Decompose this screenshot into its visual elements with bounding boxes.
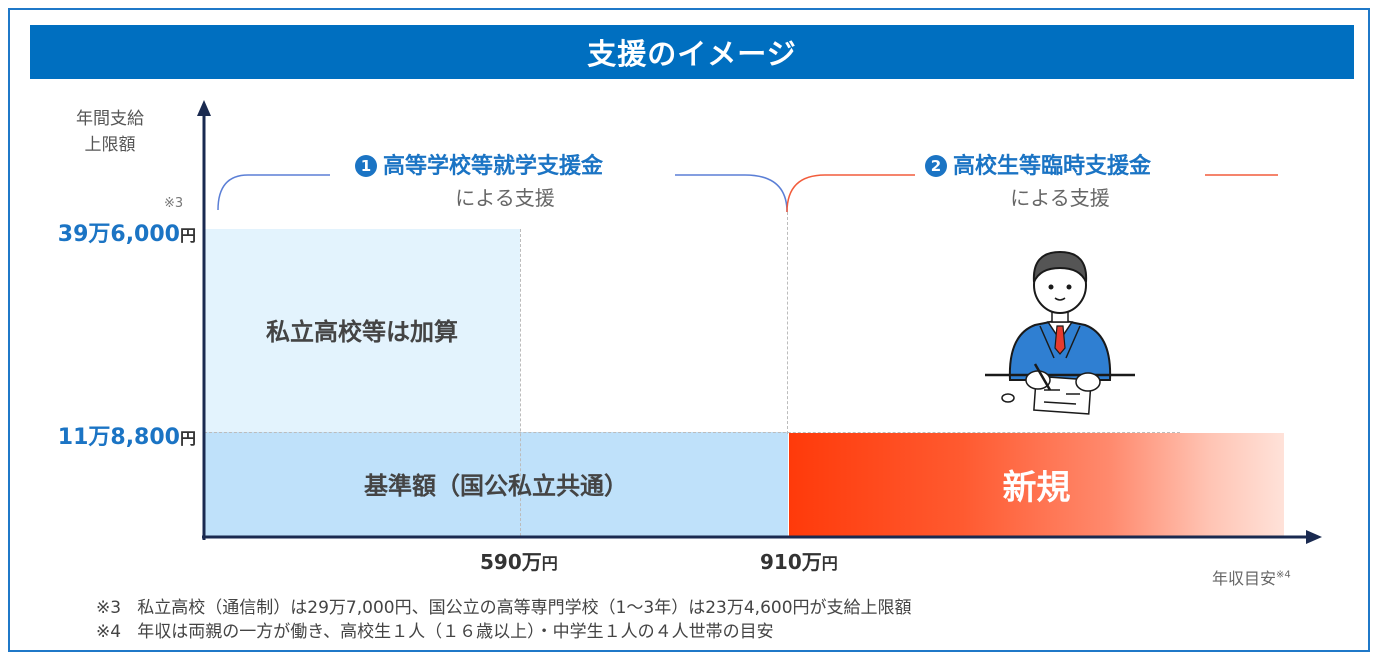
guide-590 <box>520 229 521 536</box>
private-addition-label: 私立高校等は加算 <box>266 318 458 346</box>
new-label: 新規 <box>1002 468 1071 508</box>
x-tick-unit: 円 <box>541 554 558 573</box>
y-tick-note: ※3 <box>164 196 184 211</box>
y-tick-value: 39万6,000 <box>57 222 180 247</box>
new-support-region <box>789 433 1284 536</box>
x-axis-label-note: ※4 <box>1276 569 1291 581</box>
y-axis-label-line1: 年間支給 <box>76 109 144 129</box>
footnote-mark: ※3 <box>96 598 122 618</box>
x-tick-590: 590万円 <box>480 546 558 575</box>
number-2-icon: 2 <box>925 155 947 177</box>
program-1-subtitle: による支援 <box>455 186 555 210</box>
footnote-mark: ※4 <box>96 622 122 642</box>
program-2-title-text: 高校生等臨時支援金 <box>953 154 1152 179</box>
y-axis-arrow-icon <box>197 100 211 116</box>
program-1-title: 1 高等学校等就学支援金 <box>355 148 603 180</box>
base-amount-region <box>204 432 788 536</box>
y-tick-unit: 円 <box>179 429 196 448</box>
private-addition-region <box>204 229 520 432</box>
footnote-3: ※3 私立高校（通信制）は29万7,000円、国公立の高等専門学校（1〜3年）は… <box>96 593 912 618</box>
x-tick-910: 910万円 <box>760 546 838 575</box>
x-axis-label-text: 年収目安 <box>1212 569 1277 588</box>
footnote-4: ※4 年収は両親の一方が働き、高校生１人（１６歳以上）・中学生１人の４人世帯の目… <box>96 617 774 642</box>
guide-910 <box>787 212 788 434</box>
y-axis-label: 年間支給 上限額 <box>70 106 150 158</box>
y-tick-value: 11万8,800 <box>57 425 180 450</box>
y-tick-118800: 11万8,800円 <box>6 419 196 451</box>
footnote-text: 私立高校（通信制）は29万7,000円、国公立の高等専門学校（1〜3年）は23万… <box>137 598 912 618</box>
number-1-icon: 1 <box>355 155 377 177</box>
guide-118800 <box>204 432 1180 433</box>
y-tick-396000: 39万6,000円 <box>6 216 196 248</box>
program-2-title: 2 高校生等臨時支援金 <box>925 148 1151 180</box>
x-tick-value: 910万 <box>760 550 822 574</box>
x-tick-value: 590万 <box>480 550 542 574</box>
program-2-subtitle: による支援 <box>1010 186 1110 210</box>
page-title: 支援のイメージ <box>30 25 1354 79</box>
x-axis-label: 年収目安※4 <box>1212 565 1291 589</box>
y-tick-unit: 円 <box>179 226 196 245</box>
base-amount-label: 基準額（国公私立共通） <box>364 472 628 500</box>
program-1-title-text: 高等学校等就学支援金 <box>383 154 604 179</box>
x-tick-unit: 円 <box>821 554 838 573</box>
x-axis-arrow-icon <box>1306 530 1322 544</box>
student-writing-icon <box>985 250 1135 415</box>
footnote-text: 年収は両親の一方が働き、高校生１人（１６歳以上）・中学生１人の４人世帯の目安 <box>137 622 774 642</box>
y-axis-label-line2: 上限額 <box>84 135 136 155</box>
